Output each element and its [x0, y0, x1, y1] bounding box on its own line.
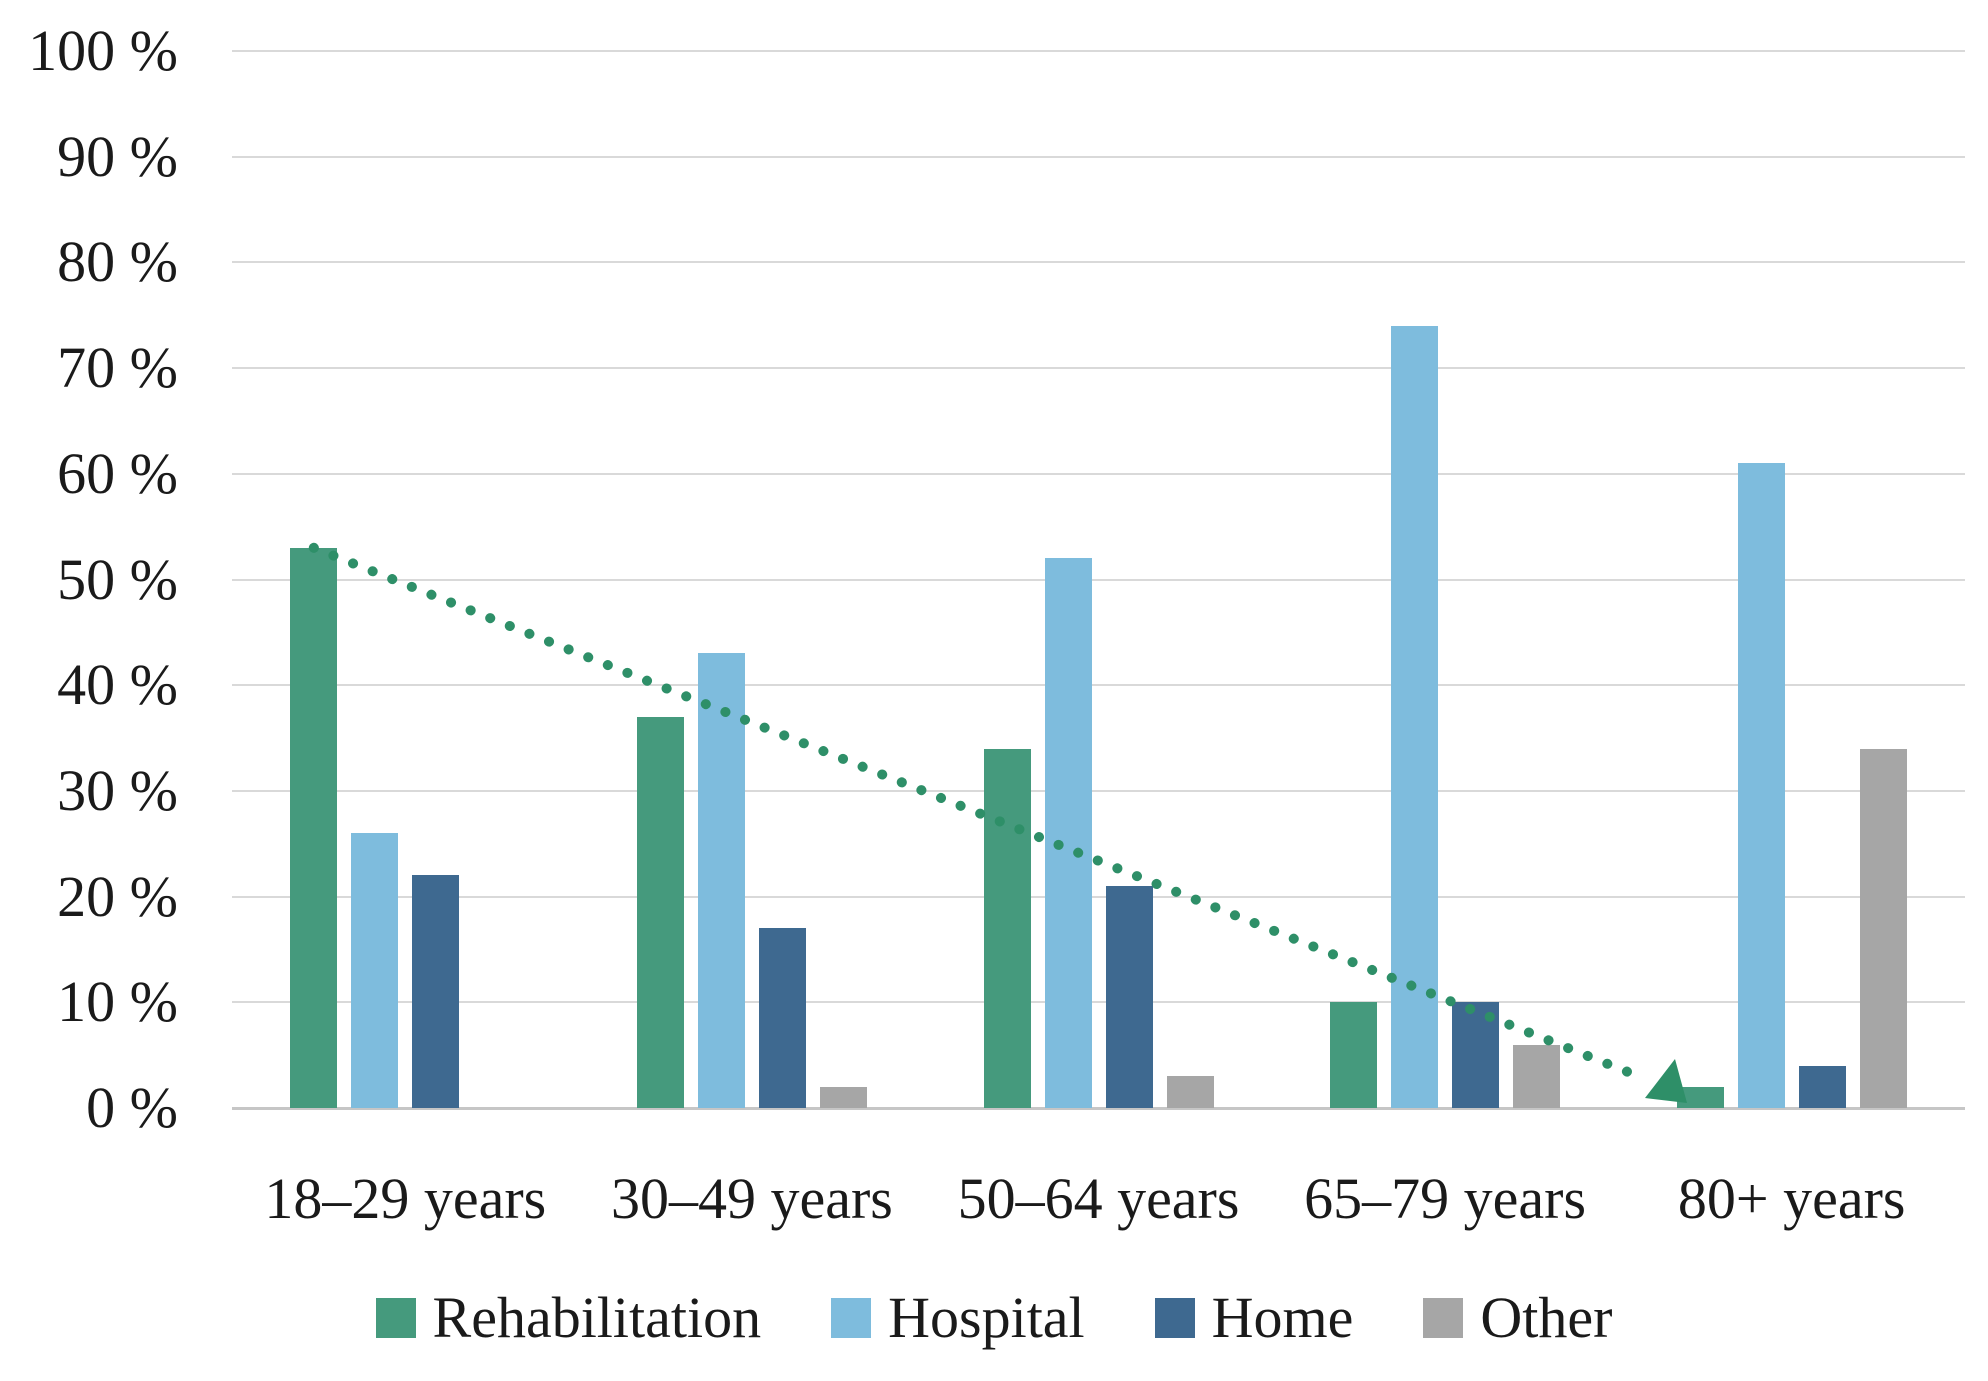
- y-tick-label: 70 %: [57, 335, 178, 401]
- y-tick-label: 50 %: [57, 546, 178, 612]
- bar-rehabilitation-80-years: [1676, 1086, 1724, 1108]
- bar-hospital-18-29-years: [351, 833, 399, 1108]
- y-tick-label: 100 %: [28, 18, 178, 83]
- bar-hospital-65-79-years: [1391, 325, 1439, 1108]
- bar-rehabilitation-18-29-years: [290, 547, 338, 1108]
- trendline: [308, 542, 1643, 1081]
- legend-item-home: Home: [1154, 1285, 1354, 1350]
- legend-item-other: Other: [1423, 1288, 1612, 1348]
- y-tick-label: 0 %: [86, 1075, 178, 1140]
- x-axis-label: 65–79 years: [1304, 1166, 1587, 1231]
- legend-label: Rehabilitation: [432, 1285, 762, 1350]
- legend-label: Home: [1211, 1285, 1354, 1350]
- legend-swatch-other: [1423, 1298, 1464, 1338]
- gridline: [232, 895, 1965, 898]
- bar-home-30-49-years: [758, 928, 806, 1108]
- legend-swatch-home: [1154, 1298, 1195, 1338]
- legend: Rehabilitation Hospital Home Other: [0, 1288, 1988, 1348]
- legend-item-rehabilitation: Rehabilitation: [375, 1285, 762, 1350]
- gridline: [232, 789, 1965, 792]
- bar-home-80-years: [1798, 1065, 1846, 1108]
- gridline: [232, 684, 1965, 687]
- y-tick-label: 60 %: [57, 440, 178, 506]
- gridline: [232, 367, 1965, 370]
- y-tick-label: 10 %: [57, 969, 178, 1035]
- gridline: [232, 261, 1965, 264]
- bar-home-50-64-years: [1105, 886, 1153, 1108]
- bar-home-18-29-years: [412, 875, 460, 1108]
- y-tick-label: 90 %: [57, 123, 178, 189]
- gridline: [232, 50, 1965, 52]
- legend-label: Hospital: [888, 1285, 1085, 1350]
- legend-swatch-hospital: [831, 1298, 872, 1338]
- gridline: [232, 472, 1965, 475]
- x-axis-label: 80+ years: [1677, 1166, 1906, 1231]
- bar-rehabilitation-65-79-years: [1330, 1002, 1378, 1108]
- gridline: [232, 155, 1965, 158]
- y-tick-label: 80 %: [57, 229, 178, 295]
- bar-rehabilitation-30-49-years: [636, 716, 684, 1108]
- legend-label: Other: [1480, 1285, 1613, 1350]
- legend-item-hospital: Hospital: [831, 1288, 1085, 1348]
- legend-swatch-rehabilitation: [375, 1298, 416, 1338]
- x-axis-label: 18–29 years: [264, 1166, 547, 1231]
- trendline-arrow: [1645, 1059, 1687, 1103]
- y-tick-label: 30 %: [57, 757, 178, 823]
- bar-hospital-30-49-years: [697, 653, 745, 1108]
- gridline: [232, 578, 1965, 581]
- bar-other-65-79-years: [1513, 1044, 1561, 1108]
- x-axis-label: 30–49 years: [610, 1166, 893, 1231]
- x-axis-line: [232, 1107, 1965, 1110]
- gridline: [232, 1001, 1965, 1004]
- bar-other-50-64-years: [1166, 1076, 1214, 1108]
- x-axis-label: 50–64 years: [957, 1166, 1240, 1231]
- y-tick-label: 20 %: [57, 863, 178, 929]
- bar-rehabilitation-50-64-years: [983, 748, 1031, 1108]
- bar-hospital-50-64-years: [1044, 558, 1092, 1108]
- bar-hospital-80-years: [1737, 463, 1785, 1108]
- bar-other-80-years: [1859, 748, 1907, 1108]
- bar-other-30-49-years: [819, 1086, 867, 1108]
- y-tick-label: 40 %: [57, 652, 178, 718]
